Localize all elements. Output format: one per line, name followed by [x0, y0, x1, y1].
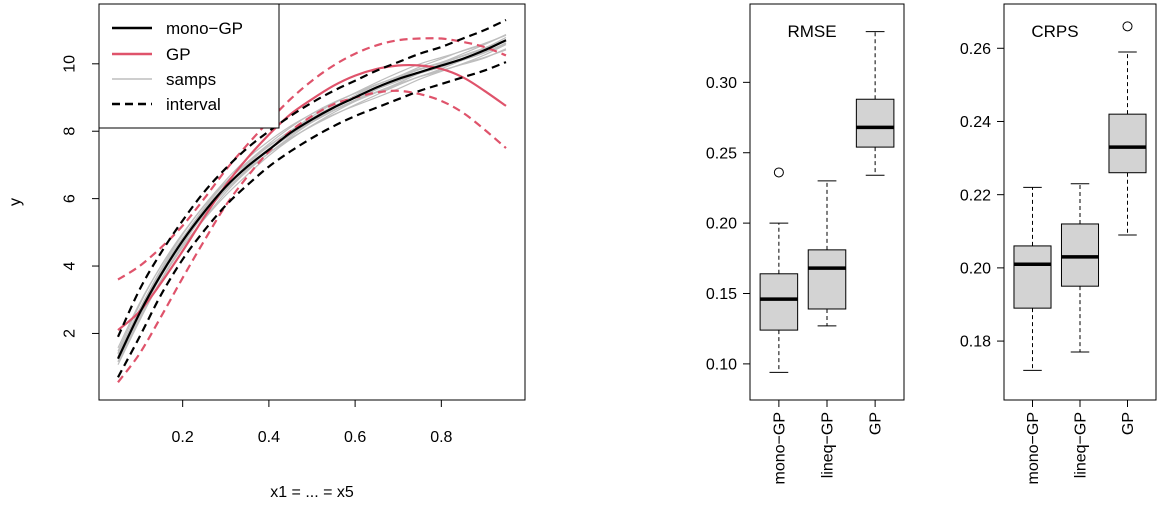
sample-curve-13 — [117, 34, 507, 349]
crps-boxplot-panel: CRPS 0.18 0.20 0.22 0.24 0.26 mono−GP lineq−G… — [960, 3, 1157, 484]
rmse-mono-gp-outlier-1 — [773, 167, 784, 178]
crps-y-tick-label: 0.20 — [960, 260, 991, 277]
rmse-y-tick-label: 0.10 — [706, 356, 737, 373]
rmse-x-tick-label: GP — [868, 412, 885, 435]
y-tick-label: 2 — [62, 329, 79, 338]
rmse-y-axis: 0.10 0.15 0.20 0.25 0.30 — [706, 75, 750, 373]
legend-label-interval: interval — [166, 95, 221, 114]
series-line-mono-gp-lower — [117, 61, 507, 378]
legend-box — [98, 3, 280, 129]
rmse-x-tick-label: mono−GP — [771, 412, 788, 484]
rmse-lineq-gp-box — [807, 249, 847, 310]
x-axis: 0.2 0.4 0.6 0.8 — [172, 400, 453, 446]
series-line-mono-gp-upper — [117, 19, 507, 338]
y-tick-label: 8 — [62, 127, 79, 136]
y-axis: 2 4 6 8 10 — [62, 55, 99, 338]
x-tick-label: 0.4 — [258, 429, 280, 446]
line-plot-frame — [98, 3, 526, 401]
rmse-mono-gp-box — [759, 273, 799, 331]
x-axis-label: x1 = ... = x5 — [270, 484, 354, 501]
rmse-gp-box — [855, 98, 895, 148]
legend: mono−GP GP samps interval — [98, 3, 280, 129]
crps-boxes — [1013, 21, 1147, 371]
crps-x-tick-label: mono−GP — [1025, 412, 1042, 484]
crps-x-axis: mono−GP lineq−GP GP — [1025, 400, 1137, 484]
legend-label-gp: GP — [166, 45, 191, 64]
rmse-x-tick-label: lineq−GP — [820, 412, 837, 478]
crps-x-tick-label: GP — [1120, 412, 1137, 435]
rmse-y-tick-label: 0.15 — [706, 286, 737, 303]
rmse-y-tick-label: 0.30 — [706, 75, 737, 92]
rmse-plot-frame — [749, 3, 905, 401]
series-line-gp — [117, 63, 507, 331]
rmse-boxplot-panel: RMSE 0.10 0.15 0.20 0.25 0.30 mono−GP lineq−G… — [706, 3, 905, 484]
crps-y-tick-label: 0.24 — [960, 114, 991, 131]
rmse-title: RMSE — [787, 22, 836, 41]
crps-y-tick-label: 0.26 — [960, 41, 991, 58]
rmse-x-axis: mono−GP lineq−GP GP — [771, 400, 885, 484]
series-line-gp-lower — [117, 89, 507, 383]
series-line-gp-upper — [117, 37, 507, 281]
crps-y-tick-label: 0.22 — [960, 187, 991, 204]
crps-x-tick-label: lineq−GP — [1073, 412, 1090, 478]
crps-y-tick-label: 0.18 — [960, 334, 991, 351]
line-plot-panel: 0.2 0.4 0.6 0.8 2 4 6 8 10 x1 = ... = x5 y mono… — [7, 3, 526, 501]
rmse-y-tick-label: 0.20 — [706, 216, 737, 233]
y-tick-label: 10 — [62, 55, 79, 73]
y-tick-label: 4 — [62, 261, 79, 270]
x-tick-label: 0.8 — [430, 429, 452, 446]
crps-mono-gp-box — [1013, 245, 1052, 309]
x-tick-label: 0.6 — [344, 429, 366, 446]
y-axis-label: y — [7, 198, 24, 206]
legend-label-mono-gp: mono−GP — [166, 19, 243, 38]
line-series-group — [117, 19, 507, 383]
crps-lineq-gp-box — [1060, 223, 1100, 287]
series-line-mono-gp — [117, 39, 507, 360]
legend-label-samps: samps — [166, 70, 216, 89]
crps-y-axis: 0.18 0.20 0.22 0.24 0.26 — [960, 41, 1004, 351]
crps-gp-outlier-1 — [1122, 21, 1133, 32]
sample-curve-3 — [117, 43, 507, 363]
crps-title: CRPS — [1031, 22, 1078, 41]
rmse-boxes — [759, 31, 895, 373]
rmse-y-tick-label: 0.25 — [706, 145, 737, 162]
y-tick-label: 6 — [62, 194, 79, 203]
x-tick-label: 0.2 — [172, 429, 194, 446]
crps-gp-box — [1108, 113, 1147, 174]
